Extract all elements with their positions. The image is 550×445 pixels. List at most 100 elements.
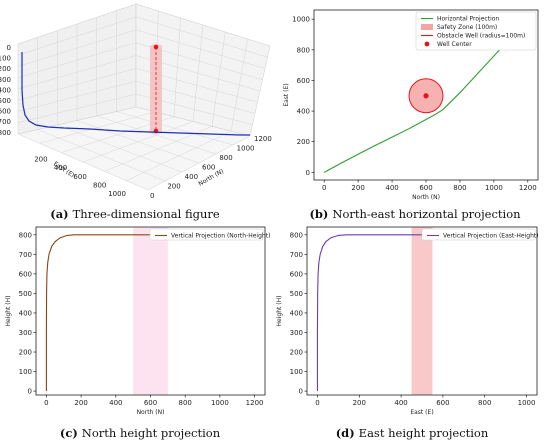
caption-letter: (c) (60, 426, 82, 440)
x-tick-label: 800 (179, 399, 192, 407)
y-tick-label: 300 (19, 329, 32, 337)
north-tick-label: 200 (167, 183, 180, 191)
x-axis-label: North (N) (412, 194, 440, 201)
grid-line (116, 111, 234, 146)
subfigure-caption: (c) North height projection (60, 426, 221, 440)
north-tick-label: 800 (219, 154, 232, 162)
legend-label: Vertical Projection (East-Height) (443, 233, 539, 240)
x-axis-label: East (E) (410, 409, 433, 416)
y-tick-label: 200 (19, 349, 32, 357)
x-tick-label: 1000 (485, 184, 503, 192)
y-tick-label: 500 (19, 290, 32, 298)
legend-center-swatch (424, 41, 430, 47)
y-tick-label: 100 (290, 368, 303, 376)
y-tick-label: 400 (290, 309, 303, 317)
y-tick-label: 200 (297, 138, 310, 146)
y-tick-label: 800 (297, 46, 310, 54)
z-tick-label: 700 (0, 118, 11, 126)
z-tick-label: 400 (0, 86, 11, 94)
x-tick-label: 200 (351, 184, 364, 192)
legend-box (421, 228, 536, 241)
x-axis-label: North (N) (137, 409, 165, 416)
x-tick-label: 400 (109, 399, 122, 407)
z-tick-label: 800 (0, 129, 11, 137)
y-tick-label: 600 (297, 77, 310, 85)
caption-text: Three-dimensional figure (73, 207, 220, 221)
caption-letter: (b) (309, 207, 332, 221)
obstacle-band (133, 227, 168, 395)
x-tick-label: 1200 (519, 184, 537, 192)
grid-line (173, 17, 181, 117)
north-tick-label: 0 (150, 192, 154, 200)
east-tick-label: 600 (73, 173, 86, 181)
x-tick-label: 0 (315, 399, 319, 407)
z-tick-label: 0 (7, 44, 11, 52)
y-tick-label: 0 (299, 388, 303, 396)
x-tick-label: 400 (385, 184, 398, 192)
y-axis-label: Height (H) (276, 296, 283, 327)
obstacle-well (408, 78, 444, 114)
north-tick-label: 1200 (254, 135, 272, 143)
east-tick-label: 800 (93, 181, 106, 189)
z-tick-label: 300 (0, 76, 11, 84)
north-tick-label: 600 (202, 164, 215, 172)
legend-label: Horizontal Projection (437, 16, 499, 23)
z-tick-label: 100 (0, 55, 11, 63)
legend-zone-swatch (421, 24, 433, 30)
y-tick-label: 600 (19, 270, 32, 278)
grid-line (230, 38, 248, 132)
caption-text: North-east horizontal projection (332, 207, 521, 221)
z-tick-label: 200 (0, 65, 11, 73)
subfigure-caption: (a) Three-dimensional figure (50, 207, 220, 221)
legend-label: Well Center (437, 41, 472, 48)
y-tick-label: 700 (19, 251, 32, 259)
east-tick-label: 1000 (108, 190, 126, 198)
x-tick-label: 0 (44, 399, 48, 407)
y-axis-label: Height (H) (5, 296, 12, 327)
x-tick-label: 0 (322, 184, 326, 192)
x-tick-label: 200 (74, 399, 87, 407)
y-tick-label: 0 (306, 169, 310, 177)
y-tick-label: 400 (297, 108, 310, 116)
subfigure-caption: (b) North-east horizontal projection (309, 207, 521, 221)
x-tick-label: 600 (144, 399, 157, 407)
legend-box (149, 228, 264, 241)
x-tick-label: 600 (419, 184, 432, 192)
trajectory-3d (21, 52, 250, 136)
obstacle-band (411, 227, 433, 395)
grid-line (211, 31, 226, 127)
subfigure-caption: (d) East height projection (336, 426, 489, 440)
east-tick-label: 200 (34, 156, 47, 164)
y-tick-label: 800 (290, 231, 303, 239)
z-tick-label: 600 (0, 108, 11, 116)
legend-label: Obstacle Well (radius=100m) (437, 33, 525, 40)
caption-letter: (d) (336, 426, 359, 440)
x-tick-label: 1000 (518, 399, 536, 407)
y-tick-label: 100 (19, 368, 32, 376)
well-center-top (153, 44, 159, 50)
x-tick-label: 200 (353, 399, 366, 407)
x-tick-label: 400 (394, 399, 407, 407)
y-tick-label: 600 (290, 270, 303, 278)
series-line (323, 18, 529, 173)
caption-text: East height projection (359, 426, 489, 440)
grid-line (192, 24, 204, 122)
x-tick-label: 1200 (246, 399, 264, 407)
x-tick-label: 800 (453, 184, 466, 192)
caption-text: North height projection (82, 426, 221, 440)
y-tick-label: 300 (290, 329, 303, 337)
y-tick-label: 400 (19, 309, 32, 317)
x-tick-label: 800 (478, 399, 491, 407)
y-tick-label: 0 (28, 388, 32, 396)
legend-label: Safety Zone (100m) (437, 24, 497, 31)
x-tick-label: 600 (436, 399, 449, 407)
z-tick-label: 500 (0, 97, 11, 105)
well-center-point (423, 93, 429, 99)
north-tick-label: 1000 (237, 145, 255, 153)
east-tick-label: 400 (54, 164, 67, 172)
y-axis-label: East (E) (283, 83, 290, 106)
y-tick-label: 800 (19, 231, 32, 239)
y-tick-label: 200 (290, 349, 303, 357)
y-tick-label: 1000 (292, 16, 310, 24)
